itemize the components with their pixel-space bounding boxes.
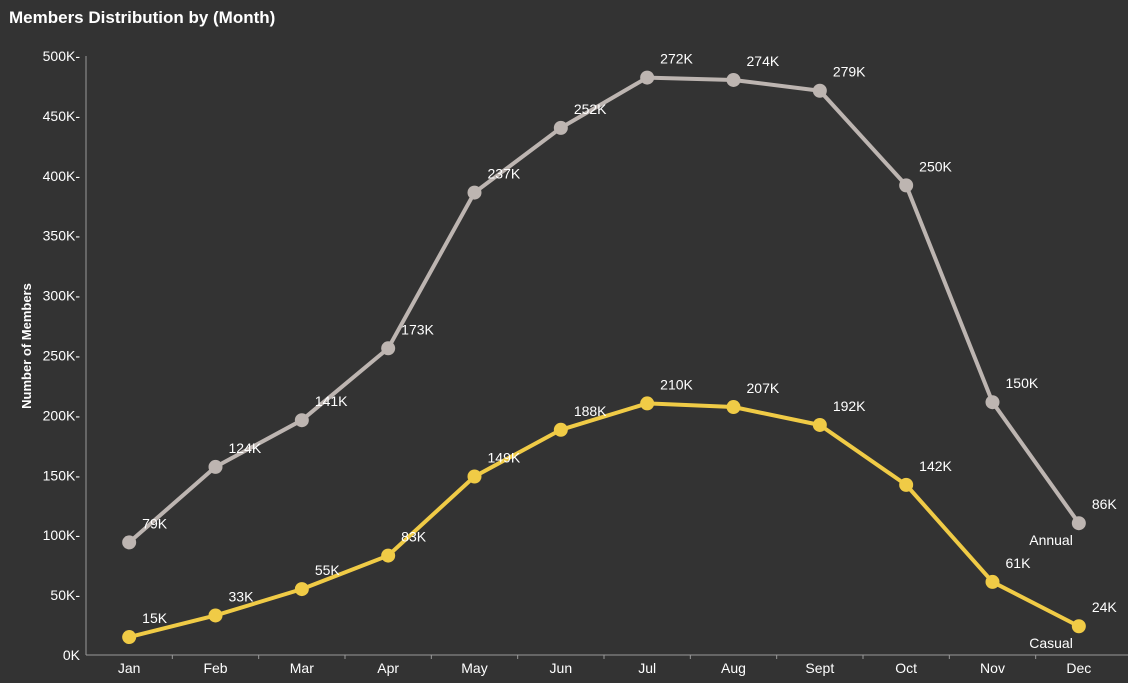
casual-data-label: 210K [660,376,693,392]
x-tick-label: Nov [980,660,1005,676]
annual-data-label: 124K [229,440,262,456]
casual-point [467,469,482,484]
casual-point [122,630,137,645]
casual-point [985,574,1000,589]
annual-point [208,459,223,474]
casual-data-label: 55K [315,562,341,578]
y-tick-label: 350K- [43,228,81,244]
annual-point [294,413,309,428]
y-tick-label: 50K- [50,587,80,603]
casual-data-label: 61K [1006,555,1032,571]
y-tick-label: 300K- [43,288,81,304]
chart-title: Members Distribution by (Month) [9,8,276,27]
casual-point [726,400,741,415]
x-axis-ticks: Jan Feb Mar Apr May Jun Jul Aug Sept Oct Nov Dec [118,655,1091,676]
y-tick-label: 400K- [43,168,81,184]
annual-data-label: 79K [142,515,168,531]
casual-data-label: 33K [229,588,255,604]
annual-point [553,120,568,135]
x-tick-label: Oct [895,660,917,676]
x-tick-label: Aug [721,660,746,676]
casual-data-label: 83K [401,529,427,545]
casual-series: 15K 33K 55K 83K 149K 188K 210K 207K 192K 142K 61K 2… [122,376,1117,651]
annual-point [381,341,396,356]
casual-point [899,477,914,492]
annual-data-label: 272K [660,51,693,67]
casual-point [1071,619,1086,634]
x-tick-label: Dec [1066,660,1091,676]
casual-point [381,548,396,563]
annual-series-label: Annual [1029,532,1073,548]
y-axis-ticks: 0K 50K- 100K- 150K- 200K- 250K- 300K- 350K- 400K… [43,48,81,663]
casual-data-label: 142K [919,458,952,474]
series-layer: 79K 124K 141K 173K 237K 252K 272K 274K 279K 250K 1… [122,51,1117,651]
y-tick-label: 0K [63,647,81,663]
x-tick-label: Apr [377,660,399,676]
casual-data-label: 24K [1092,599,1118,615]
casual-data-label: 15K [142,610,168,626]
x-tick-label: May [461,660,487,676]
x-tick-label: Jun [550,660,573,676]
y-tick-label: 250K- [43,348,81,364]
annual-point [726,72,741,87]
annual-data-label: 279K [833,64,866,80]
annual-point [812,83,827,98]
y-tick-label: 500K- [43,48,81,64]
annual-series: 79K 124K 141K 173K 237K 252K 272K 274K 279K 250K 1… [122,51,1117,550]
casual-data-label: 188K [574,403,607,419]
casual-point [640,396,655,411]
annual-data-label: 250K [919,158,952,174]
annual-line [127,75,1081,545]
annual-point [467,185,482,200]
casual-data-label: 207K [747,380,780,396]
casual-data-label: 192K [833,398,866,414]
x-tick-label: Jan [118,660,141,676]
casual-series-label: Casual [1029,635,1073,651]
y-tick-label: 100K- [43,527,81,543]
casual-line [127,401,1081,640]
x-tick-label: Mar [290,660,314,676]
annual-data-label: 252K [574,101,607,117]
casual-point [208,608,223,623]
y-tick-label: 200K- [43,407,81,423]
annual-data-label: 173K [401,321,434,337]
x-tick-label: Jul [638,660,656,676]
annual-data-label: 86K [1092,496,1118,512]
casual-point [553,422,568,437]
x-tick-label: Sept [805,660,834,676]
casual-point [294,582,309,597]
casual-data-label: 149K [488,449,521,465]
annual-point [122,535,137,550]
annual-data-label: 274K [747,53,780,69]
annual-data-label: 141K [315,393,348,409]
annual-point [1071,516,1086,531]
y-axis-title: Number of Members [19,283,34,409]
y-tick-label: 150K- [43,467,81,483]
x-tick-label: Feb [203,660,227,676]
y-tick-label: 450K- [43,108,81,124]
annual-point [985,395,1000,410]
annual-point [640,70,655,85]
annual-data-label: 150K [1006,375,1039,391]
annual-point [899,178,914,193]
annual-data-label: 237K [488,166,521,182]
casual-point [812,417,827,432]
